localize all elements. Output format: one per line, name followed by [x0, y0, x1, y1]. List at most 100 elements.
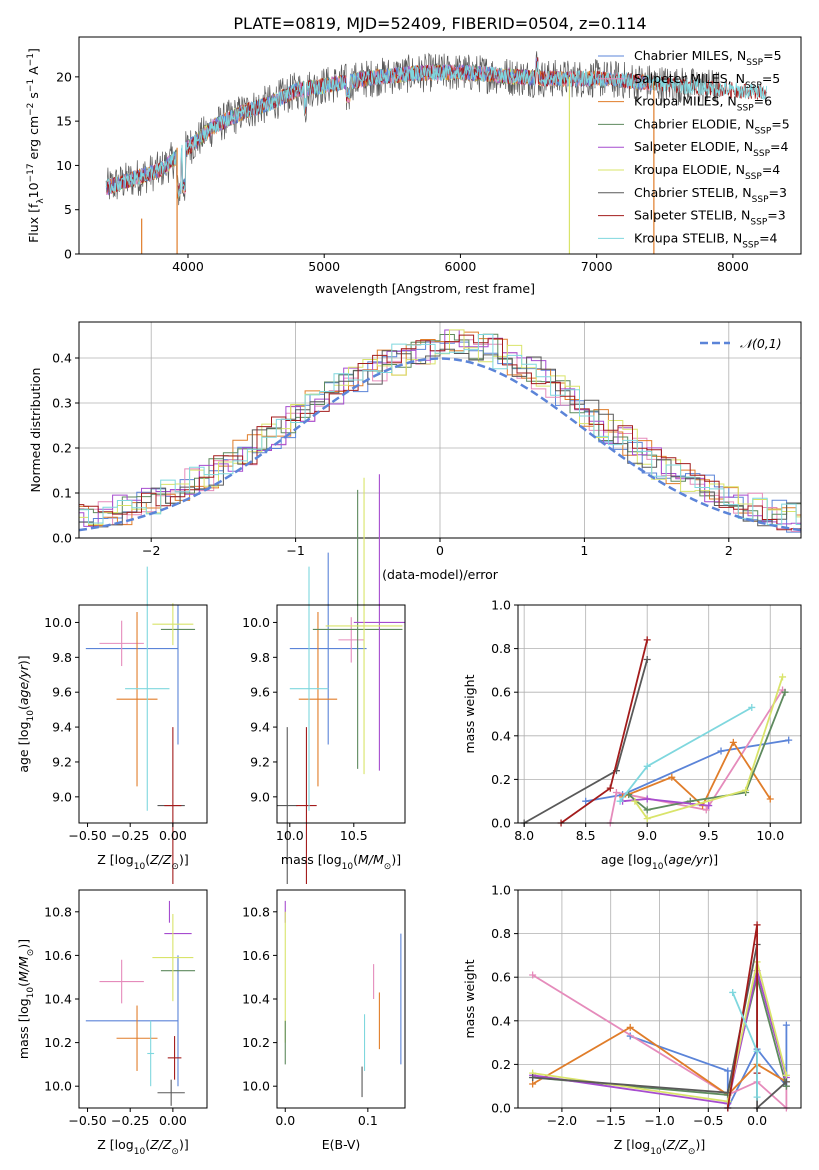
y-tick-label: 0.0: [52, 531, 72, 546]
x-tick-label: −0.25: [111, 1113, 149, 1128]
y-tick-label: 10.8: [242, 904, 270, 919]
weight-marker: [785, 736, 793, 744]
y-tick-label: 9.6: [250, 685, 270, 700]
y-tick-label: 0.4: [52, 351, 72, 366]
x-axis-label: mass [log10(M/M⊙)]: [281, 852, 401, 872]
x-tick-label: −1: [286, 543, 304, 558]
weight-marker: [643, 762, 651, 770]
weight-line: [634, 676, 784, 820]
chart-mass_vs_age: 10.0 10.5 9.0 9.2 9.4 9.6 9.8 10.0 mass [log10(M…: [242, 474, 406, 885]
x-tick-label: 0.00: [159, 1113, 187, 1128]
x-tick-label: −1.5: [596, 1113, 626, 1128]
errorbar-point: [167, 1036, 182, 1080]
x-axis-label: age [log10(age/yr)]: [601, 852, 718, 872]
x-tick-label: 8.5: [576, 828, 596, 843]
chart-ebv_vs_mass: 0.0 0.1 10.0 10.2 10.4 10.6 10.8 E(B-V): [242, 889, 406, 1152]
y-axis-label: mass weight: [462, 674, 477, 753]
x-tick-label: 5000: [308, 259, 340, 274]
x-tick-label: 2: [725, 543, 733, 558]
axes-border: [517, 604, 802, 824]
y-tick-label: 0.0: [491, 816, 511, 831]
histogram-series: [79, 334, 801, 526]
x-axis-label: Z [log10(Z/Z⊙)]: [97, 852, 188, 872]
y-tick-label: 0.2: [491, 772, 511, 787]
y-axis-label: age [log10(age/yr)]: [16, 655, 36, 772]
weight-line: [532, 961, 788, 1103]
plot-area: [284, 900, 402, 1098]
axes-frame: −2 −1 0 1 2 0.0 0.1 0.2 0.3 0.4 (data-model)/error…: [28, 321, 802, 582]
weight-line: [622, 740, 771, 808]
weight-marker: [705, 802, 713, 810]
y-tick-label: 10.6: [44, 948, 72, 963]
x-tick-label: −2: [142, 543, 160, 558]
x-tick-label: 0.1: [358, 1113, 378, 1128]
axes-border: [78, 36, 802, 255]
chart-spectrum: 4000 5000 6000 7000 8000 0 5 10 15 20 wavelength […: [26, 36, 802, 296]
weight-marker: [782, 1078, 790, 1086]
axes-border: [78, 889, 208, 1109]
x-tick-label: −1.0: [644, 1113, 674, 1128]
y-tick-label: 9.8: [250, 650, 270, 665]
chart-z_vs_mass: −0.50 −0.25 0.00 10.0 10.2 10.4 10.6 10.8 Z [log…: [16, 889, 208, 1157]
legend-label: Kroupa ELODIE, NSSP=4: [634, 162, 780, 182]
weight-marker: [729, 738, 737, 746]
legend-label: Kroupa MILES, NSSP=6: [634, 94, 772, 114]
x-tick-label: −0.5: [693, 1113, 723, 1128]
y-tick-label: 9.0: [250, 789, 270, 804]
y-tick-label: 0.4: [491, 728, 511, 743]
weight-line: [628, 691, 786, 811]
y-tick-label: 0.4: [491, 1013, 511, 1028]
weight-marker: [748, 703, 756, 711]
x-tick-label: 6000: [445, 259, 477, 274]
weight-series: [631, 673, 787, 823]
y-tick-label: 9.6: [52, 685, 72, 700]
y-tick-label: 9.4: [250, 720, 270, 735]
plot-area: [277, 474, 405, 885]
axes-border: [276, 604, 406, 824]
spectrum-lines: [105, 51, 768, 254]
weight-marker: [643, 795, 651, 803]
x-axis-label: E(B-V): [322, 1137, 361, 1152]
x-tick-label: 0.0: [275, 1113, 295, 1128]
y-axis-label: mass [log10(M/M⊙)]: [16, 939, 36, 1059]
weight-marker: [616, 797, 624, 805]
chart-z_vs_weight: −2.0 −1.5 −1.0 −0.5 0.0 0.0 0.2 0.4 0.6 0.8 1.0 Z […: [462, 883, 802, 1157]
y-tick-label: 10.8: [44, 904, 72, 919]
errorbar-point: [157, 1079, 185, 1106]
weight-marker: [643, 636, 651, 644]
plot-area: [85, 566, 196, 885]
weight-marker: [529, 1073, 537, 1081]
errorbar-point: [296, 727, 317, 885]
y-tick-label: 0.2: [491, 1057, 511, 1072]
weight-marker: [702, 806, 710, 814]
y-tick-label: 10.2: [242, 1035, 270, 1050]
x-tick-label: 10.5: [340, 828, 368, 843]
legend-label: Chabrier ELODIE, NSSP=5: [634, 116, 790, 136]
y-axis-label: mass weight: [462, 959, 477, 1038]
y-tick-label: 0.8: [491, 641, 511, 656]
histograms: [79, 329, 801, 536]
y-tick-label: 0.1: [52, 486, 72, 501]
y-tick-label: 10: [56, 158, 72, 173]
legend-label: Salpeter STELIB, NSSP=3: [634, 208, 786, 228]
legend-label: Chabrier MILES, NSSP=5: [634, 48, 782, 68]
weight-marker: [781, 688, 789, 696]
weight-series: [625, 688, 789, 814]
errorbar-point: [99, 620, 144, 667]
legend-label: Salpeter ELODIE, NSSP=4: [634, 139, 789, 159]
x-axis-label: wavelength [Angstrom, rest frame]: [315, 281, 535, 296]
y-tick-label: 10.6: [242, 948, 270, 963]
x-tick-label: 8000: [717, 259, 749, 274]
legend-label: Salpeter MILES, NSSP=5: [634, 71, 780, 91]
y-tick-label: 10.2: [44, 1035, 72, 1050]
x-tick-label: −0.50: [68, 1113, 106, 1128]
y-tick-label: 0.0: [491, 1101, 511, 1116]
plot-area: [529, 921, 790, 1112]
legend: 𝒩(0,1): [700, 336, 782, 351]
y-tick-label: 0.2: [52, 441, 72, 456]
axes-frame: 10.0 10.5 9.0 9.2 9.4 9.6 9.8 10.0 mass [log10(M…: [242, 604, 406, 872]
axes-border: [78, 604, 208, 824]
errorbar-point: [277, 727, 298, 885]
x-tick-label: 8.0: [514, 828, 534, 843]
x-tick-label: 0.0: [747, 1113, 767, 1128]
